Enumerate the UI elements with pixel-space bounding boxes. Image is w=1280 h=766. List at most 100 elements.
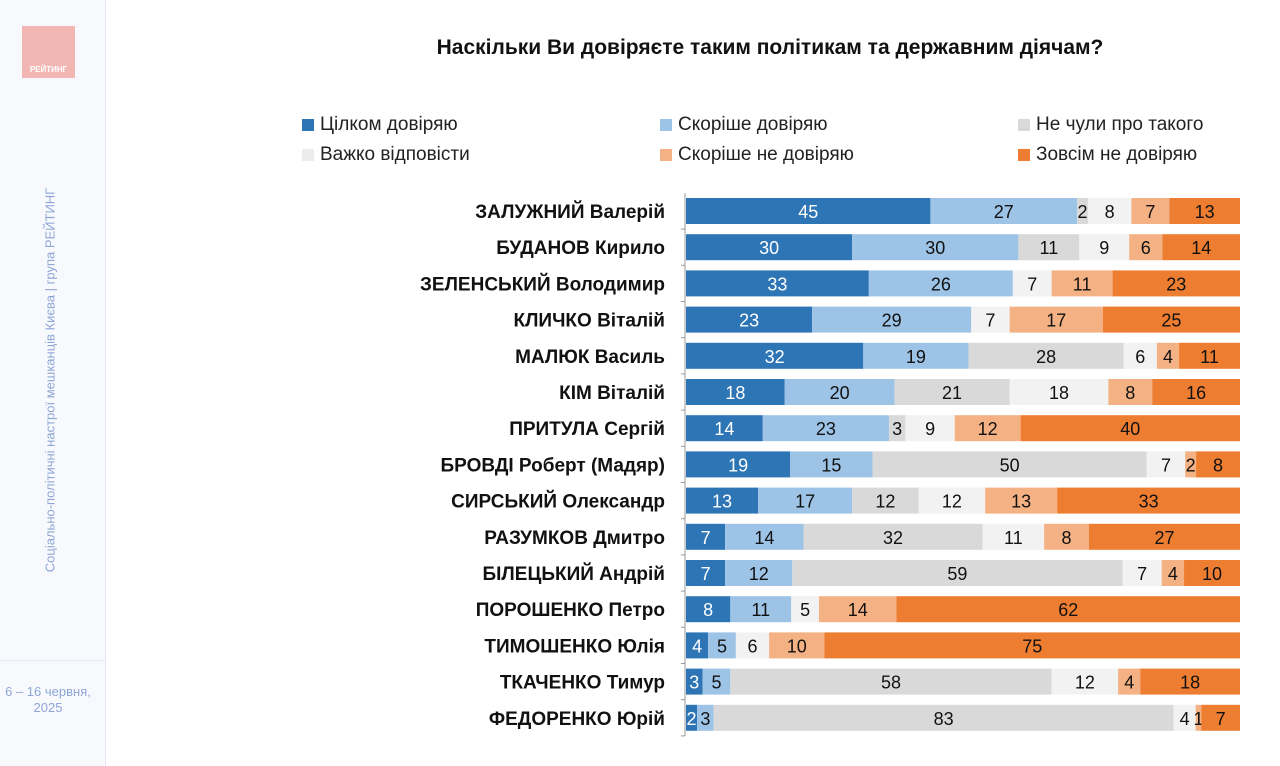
data-label: 12 [875,492,895,512]
data-label: 14 [714,419,734,439]
data-label: 7 [1161,455,1171,475]
data-label: 19 [906,347,926,367]
data-label: 8 [1105,202,1115,222]
category-label: БУДАНОВ Кирило [496,238,665,259]
data-label: 14 [1191,238,1211,258]
bar-segment [968,342,1124,369]
data-label: 59 [947,564,967,584]
data-label: 8 [1062,528,1072,548]
bar-segment [1020,415,1240,442]
data-label: 30 [759,238,779,258]
bar-segment [1044,523,1089,550]
bar-segment [1179,342,1240,369]
legend-swatch [302,119,314,131]
bar-segment [1161,560,1185,586]
data-label: 21 [942,383,962,403]
data-label: 7 [985,311,995,331]
sidebar-divider [0,660,105,661]
bar-segment [1088,523,1240,550]
data-label: 18 [725,383,745,403]
legend-swatch [1018,119,1030,131]
data-label: 18 [1180,673,1200,693]
legend-swatch [660,119,672,131]
bar-segment [896,596,1240,623]
data-label: 7 [1145,202,1155,222]
bar-segment [1118,668,1141,695]
bar-segment [1122,560,1162,586]
bar-segment [954,415,1021,442]
bar-segment [791,596,819,623]
bar-segment [1077,198,1088,224]
bar-segment [784,379,895,405]
bar-segment [1051,668,1119,695]
category-label: ЗАЛУЖНИЙ Валерій [475,201,665,223]
bar-segment [1108,379,1153,405]
data-label: 40 [1120,419,1140,439]
data-label: 7 [701,528,711,548]
category-label: БРОВДІ Роберт (Мадяр) [440,455,665,476]
bar-segment [1131,198,1170,224]
logo-text: РЕЙТИНГ [29,65,68,74]
sidebar: РЕЙТИНГ Соціально-політичні настрої мешк… [0,0,106,766]
bar-segment [852,234,1019,261]
bar-segment [697,704,714,731]
bar-segment [1152,379,1240,405]
bar-segment [686,342,864,369]
category-label: ТКАЧЕНКО Тимур [500,673,665,694]
bar-segment [985,487,1058,514]
bar-segment [930,198,1078,224]
data-label: 17 [795,492,815,512]
data-label: 9 [1099,238,1109,258]
data-label: 25 [1161,311,1181,331]
bar-segment [1169,198,1240,224]
data-label: 27 [1154,528,1174,548]
data-label: 12 [978,419,998,439]
bar-segment [1057,487,1240,514]
data-label: 11 [1200,347,1219,367]
bar-segment [735,632,770,659]
bar-segment [1129,234,1163,261]
data-label: 12 [1075,673,1095,693]
data-label: 12 [942,492,962,512]
data-label: 50 [1000,455,1020,475]
bar-segment [824,632,1240,659]
data-label: 4 [692,636,702,656]
data-label: 29 [882,311,902,331]
bar-segment [894,379,1010,405]
data-label: 23 [739,311,759,331]
data-label: 16 [1186,383,1206,403]
bar-segment [713,704,1174,731]
data-label: 23 [816,419,836,439]
data-label: 75 [1022,636,1042,656]
chart-title: Наскільки Ви довіряєте таким політикам т… [436,36,1104,59]
data-label: 4 [1163,347,1173,367]
bar-segment [762,415,889,442]
category-label: ТИМОШЕНКО Юлія [484,636,665,657]
bar-segment [803,523,983,550]
bar-segment [905,415,955,442]
data-label: 2 [1077,202,1087,222]
bar-segment [686,306,813,333]
data-label: 19 [728,455,748,475]
category-label: ПРИТУЛА Сергій [509,419,665,440]
bar-segment [1112,270,1240,297]
category-label: КЛИЧКО Віталій [514,311,666,332]
data-label: 1 [1193,709,1203,729]
data-label: 11 [1040,238,1059,258]
bar-segment [686,523,726,550]
bar-segment [918,487,986,514]
data-label: 14 [754,528,774,548]
legend-item: Важко відповісти [302,144,470,166]
data-label: 8 [1213,455,1223,475]
data-label: 58 [881,673,901,693]
legend-label: Не чули про такого [1036,114,1204,135]
data-label: 28 [1036,347,1056,367]
data-label: 33 [767,274,787,294]
data-label: 27 [994,202,1014,222]
legend-label: Скоріше довіряю [678,114,828,135]
bar-segment [708,632,736,659]
data-label: 3 [700,709,710,729]
bar-segment [1201,704,1240,731]
data-label: 6 [1135,347,1145,367]
